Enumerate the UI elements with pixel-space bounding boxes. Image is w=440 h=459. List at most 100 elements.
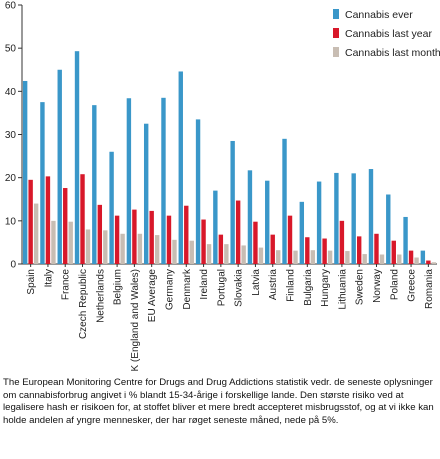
y-tick-label: 50 [5,44,17,55]
bar-cannabis-ever [230,140,235,264]
category-label: Romania [424,269,435,309]
bar-cannabis-ever [316,181,322,264]
y-axis: 0 10 20 30 40 50 60 [5,1,437,271]
bar-cannabis-ever [143,123,149,264]
bar-cannabis-last-month [68,221,73,264]
bar-cannabis-last-month [154,235,160,264]
bar-cannabis-ever [386,194,391,264]
bar-cannabis-last-month [103,230,108,264]
category-label: Norway [372,269,383,303]
bar-cannabis-last-month [379,254,385,264]
bar-cannabis-ever [247,170,253,264]
bar-cannabis-last-year [218,234,224,264]
bar-cannabis-last-month [310,250,316,264]
category-label: Netherlands [95,269,106,323]
bar-cannabis-last-month [51,220,56,264]
category-label: Bulgaria [303,269,314,306]
bar-cannabis-ever [40,102,45,264]
bar-cannabis-last-month [362,254,367,264]
x-axis-labels: Spain Italy France Czech Republic Netherland… [26,264,435,372]
category-label: Portugal [216,269,227,306]
category-label: UK (England and Wales) [130,269,141,372]
bar-cannabis-last-year [339,220,345,264]
bar-cannabis-last-month [172,239,177,264]
bar-cannabis-last-year [356,236,362,264]
bar-cannabis-ever [334,172,339,264]
category-label: France [61,269,72,301]
bar-chart: 0 10 20 30 40 50 60 Spain Italy France Czech Repu… [5,1,440,373]
bar-cannabis-last-month [206,244,212,264]
bar-cannabis-last-month [397,254,402,264]
bar-cannabis-last-year [97,204,103,264]
bar-cannabis-last-month [33,203,39,264]
bar-cannabis-last-year [374,233,379,264]
bar-cannabis-ever [420,250,426,264]
category-label: Czech Republic [78,269,89,339]
y-tick-label: 0 [10,260,16,271]
category-label: Poland [389,269,400,300]
bar-cannabis-last-month [345,251,350,264]
category-label: Italy [43,269,54,287]
bar-cannabis-last-year [201,219,206,264]
bar-cannabis-ever [57,69,62,264]
legend: Cannabis ever Cannabis last year Cannabis … [333,9,440,59]
bar-cannabis-ever [213,190,218,264]
bar-cannabis-last-year [305,237,310,264]
legend-label: Cannabis ever [345,9,413,21]
bar-cannabis-ever [403,216,408,264]
category-label: Belgium [113,269,124,305]
bar-cannabis-last-year [114,215,120,264]
bar-cannabis-ever [368,169,374,264]
category-label: Lithuania [337,269,348,310]
bar-cannabis-ever [299,201,305,264]
bar-cannabis-ever [282,138,287,264]
bar-cannabis-last-year [184,205,189,264]
legend-swatch [333,9,339,19]
bar-cannabis-last-month [120,233,125,264]
bar-cannabis-last-month [431,262,437,264]
legend-label: Cannabis last month [345,47,440,59]
category-label: Germany [164,269,175,310]
bars [22,51,437,265]
bar-cannabis-last-year [270,234,275,264]
bar-cannabis-last-year [80,174,85,264]
legend-swatch [333,47,339,57]
bar-cannabis-last-year [408,250,414,264]
bar-cannabis-ever [92,105,97,264]
bar-cannabis-last-year [322,238,327,264]
bar-cannabis-ever [178,71,183,264]
legend-swatch [333,28,339,38]
bar-cannabis-last-month [224,244,229,264]
bar-cannabis-last-year [391,240,396,264]
bar-cannabis-last-month [327,250,333,264]
bar-cannabis-last-year [287,215,293,264]
category-label: Ireland [199,269,210,300]
bar-cannabis-ever [109,151,114,264]
category-label: Spain [26,269,37,295]
bar-cannabis-last-month [85,229,91,264]
bar-cannabis-last-year [45,176,51,264]
bar-cannabis-last-year [63,188,68,264]
bar-cannabis-last-year [253,221,258,264]
category-label: Sweden [355,269,366,305]
bar-cannabis-last-year [426,260,431,264]
bar-cannabis-last-month [414,257,419,264]
bar-cannabis-ever [126,98,132,265]
category-label: Denmark [182,268,193,310]
category-label: Austria [268,269,279,301]
category-label: Latvia [251,269,262,296]
y-tick-label: 20 [5,173,17,184]
y-tick-label: 30 [5,130,17,141]
category-label: Hungary [320,269,331,307]
legend-label: Cannabis last year [345,28,432,40]
bar-cannabis-ever [265,180,270,264]
category-label: Slovakia [234,269,245,307]
bar-cannabis-ever [351,173,356,264]
bar-cannabis-last-month [293,250,298,264]
bar-cannabis-ever [195,119,201,265]
bar-cannabis-last-month [137,233,143,264]
figure-caption: The European Monitoring Centre for Drugs… [3,377,434,426]
bar-cannabis-last-month [258,247,264,264]
bar-cannabis-last-year [132,209,137,264]
category-label: Greece [407,269,418,302]
